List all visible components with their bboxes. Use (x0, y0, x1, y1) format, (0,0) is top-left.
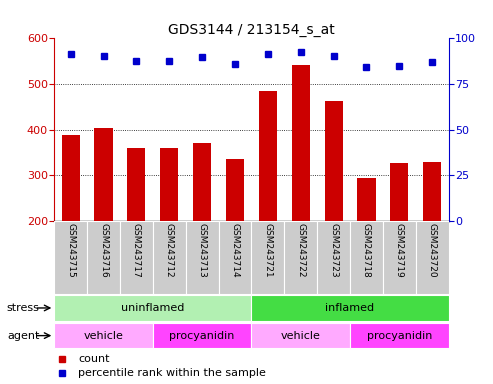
Text: GSM243722: GSM243722 (296, 223, 305, 278)
Bar (324, 101, 343, 221)
Text: GSM243715: GSM243715 (66, 223, 75, 278)
Bar (350, 323, 449, 348)
Text: GSM243719: GSM243719 (395, 223, 404, 278)
Text: count: count (78, 354, 109, 364)
Bar (357, 178, 376, 221)
Bar (251, 295, 449, 321)
Bar (226, 159, 244, 221)
Bar (416, 221, 449, 294)
Text: GSM243714: GSM243714 (231, 223, 240, 278)
Text: GSM243723: GSM243723 (329, 223, 338, 278)
Bar (62, 135, 80, 221)
Bar (95, 127, 112, 221)
Text: procyanidin: procyanidin (367, 331, 432, 341)
Bar (87, 221, 120, 294)
Text: GSM243713: GSM243713 (198, 223, 207, 278)
Text: inflamed: inflamed (325, 303, 375, 313)
Bar (54, 295, 251, 321)
Text: vehicle: vehicle (84, 331, 123, 341)
Bar (423, 162, 441, 221)
Text: agent: agent (7, 331, 39, 341)
Text: GSM243720: GSM243720 (428, 223, 437, 278)
Text: uninflamed: uninflamed (121, 303, 184, 313)
Bar (251, 221, 284, 294)
Bar (160, 148, 178, 221)
Bar (284, 221, 317, 294)
Bar (153, 221, 186, 294)
Bar (383, 221, 416, 294)
Bar (193, 142, 211, 221)
Text: GSM243716: GSM243716 (99, 223, 108, 278)
Bar (127, 148, 145, 221)
Bar (218, 221, 251, 294)
Bar (186, 221, 218, 294)
Text: GSM243712: GSM243712 (165, 223, 174, 278)
Title: GDS3144 / 213154_s_at: GDS3144 / 213154_s_at (168, 23, 335, 37)
Text: stress: stress (6, 303, 39, 313)
Text: GSM243718: GSM243718 (362, 223, 371, 278)
Bar (153, 323, 251, 348)
Bar (317, 221, 350, 294)
Bar (350, 221, 383, 294)
Bar (292, 65, 310, 221)
Bar (54, 323, 153, 348)
Text: vehicle: vehicle (281, 331, 320, 341)
Bar (120, 221, 153, 294)
Text: GSM243721: GSM243721 (263, 223, 272, 278)
Bar (251, 323, 350, 348)
Bar (390, 163, 408, 221)
Text: GSM243717: GSM243717 (132, 223, 141, 278)
Text: procyanidin: procyanidin (170, 331, 235, 341)
Bar (259, 91, 277, 221)
Text: percentile rank within the sample: percentile rank within the sample (78, 368, 266, 378)
Bar (54, 221, 87, 294)
